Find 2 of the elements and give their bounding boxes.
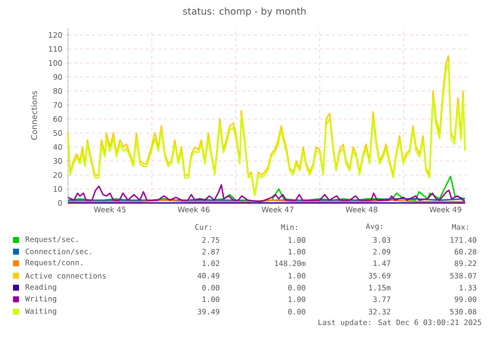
y-axis-title: Connections [30, 91, 38, 140]
chart-title: status: chomp - by month [183, 7, 306, 17]
